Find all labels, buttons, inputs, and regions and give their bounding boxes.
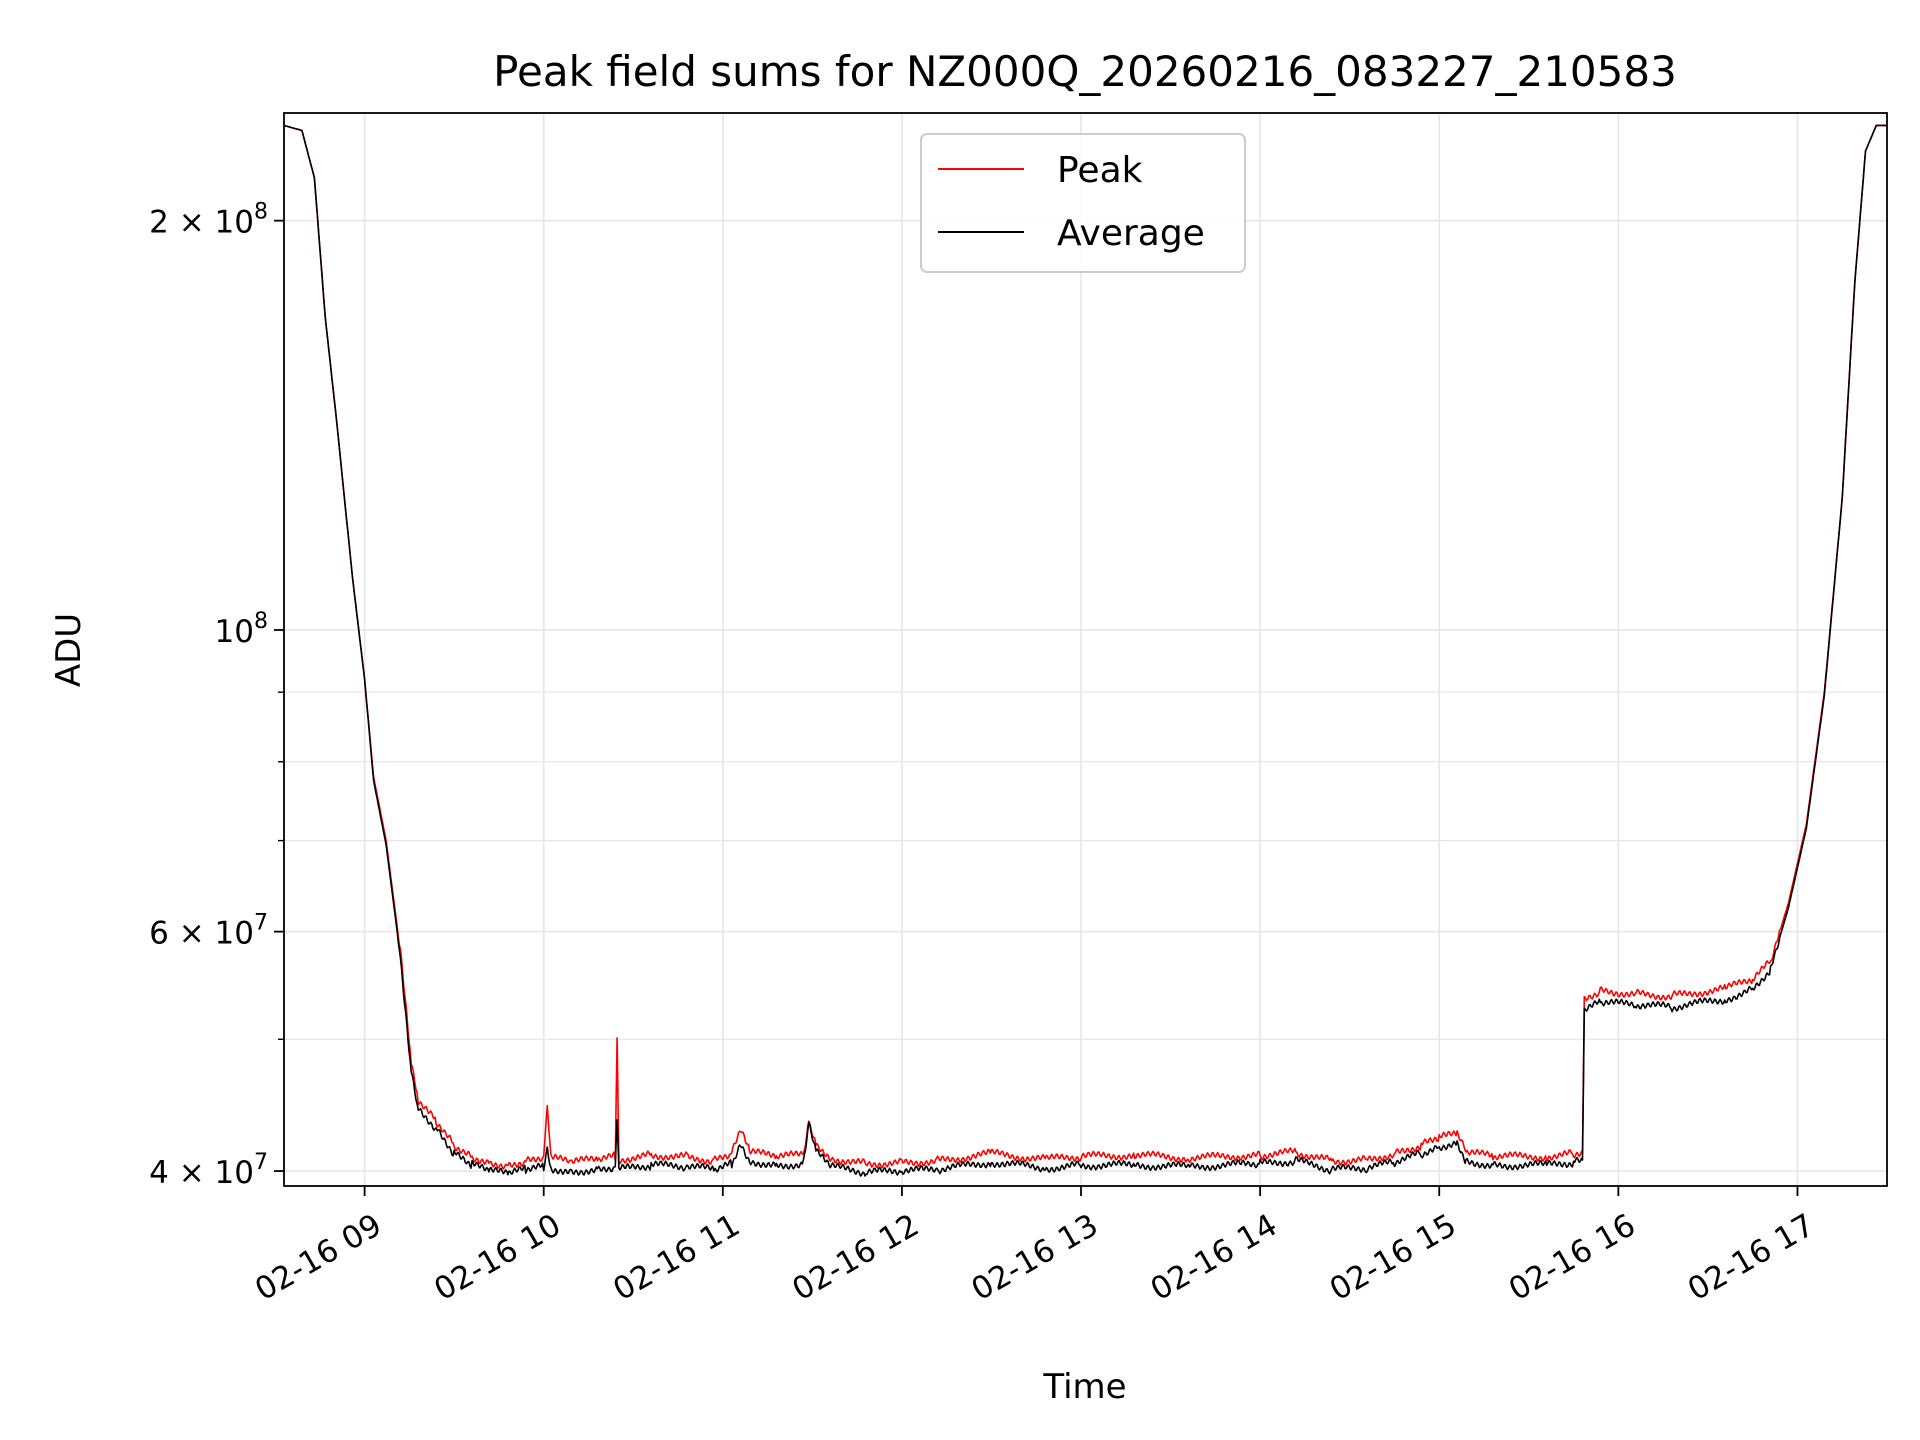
grid-layer [284,113,1887,1186]
series-layer [283,124,1887,1177]
y-tick-label: 4 × 107 [149,1150,268,1191]
axes-frame [283,112,1888,1187]
chart-title: Peak field sums for NZ000Q_20260216_0832… [493,47,1677,96]
y-tick-label: 108 [215,609,268,650]
legend-peak-label: Peak [1057,150,1143,191]
series-line-average [283,124,1887,1177]
y-tick-label: 6 × 107 [149,911,268,952]
legend-average-label: Average [1057,213,1205,254]
x-axis-label: Time [1042,1367,1126,1407]
legend: Peak Average [920,133,1246,273]
y-axis-label: ADU [49,613,89,687]
series-line-peak [283,124,1887,1170]
y-tick-label: 2 × 108 [149,200,268,241]
